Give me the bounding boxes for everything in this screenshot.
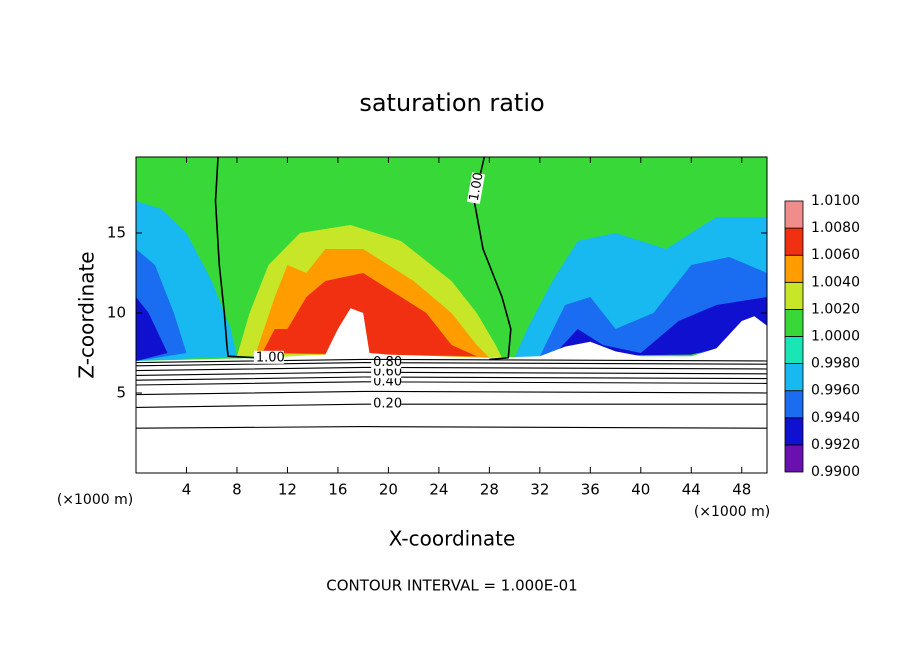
plot-frame <box>135 156 768 474</box>
colorbar-label: 1.0100 <box>811 193 860 209</box>
filled-region <box>552 297 767 357</box>
y-tick-label: 5 <box>116 384 126 402</box>
colorbar-swatch <box>784 281 804 310</box>
x-unit-label: (×1000 m) <box>694 504 770 520</box>
plot-area: 0.200.400.600.801.001.00 <box>136 157 767 473</box>
colorbar-swatch <box>784 227 804 256</box>
filled-region <box>136 297 168 361</box>
colorbar-swatch <box>784 363 804 392</box>
x-tick-label: 32 <box>530 481 549 499</box>
colorbar-label: 0.9920 <box>811 437 860 453</box>
x-axis-label: X-coordinate <box>389 527 516 551</box>
x-tick-label: 48 <box>732 481 751 499</box>
contour-line <box>136 358 767 364</box>
x-tick-label: 12 <box>278 481 297 499</box>
colorbar-label: 1.0000 <box>811 329 860 345</box>
contour-label: 0.80 <box>373 355 402 370</box>
y-axis-label: Z-coordinate <box>75 251 99 378</box>
colorbar-swatch <box>784 444 804 473</box>
x-tick-label: 4 <box>182 481 192 499</box>
y-unit-label: (×1000 m) <box>57 492 133 508</box>
x-tick-label: 8 <box>232 481 242 499</box>
colorbar-label: 1.0020 <box>811 301 860 317</box>
contour-label-bg <box>371 397 402 411</box>
contour-label-bg <box>371 355 402 369</box>
contour-label-bg <box>466 172 485 205</box>
colorbar-label: 0.9940 <box>811 410 860 426</box>
contour-line <box>136 381 767 386</box>
x-tick-label: 20 <box>379 481 398 499</box>
x-tick-label: 40 <box>631 481 650 499</box>
contour-line <box>136 366 767 372</box>
contour-line <box>214 157 275 359</box>
x-tick-label: 44 <box>682 481 701 499</box>
filled-region <box>262 273 477 357</box>
y-tick-label: 10 <box>107 304 126 322</box>
colorbar-swatch <box>784 254 804 283</box>
colorbar-swatch <box>784 200 804 229</box>
contour-line <box>136 403 767 408</box>
x-tick-label: 28 <box>480 481 499 499</box>
colorbar-label: 0.9960 <box>811 383 860 399</box>
footer-note: CONTOUR INTERVAL = 1.000E-01 <box>326 577 577 595</box>
contour-label: 1.00 <box>256 350 285 365</box>
colorbar-label: 1.0080 <box>811 220 860 236</box>
contour-line <box>136 426 767 429</box>
contour-line <box>136 376 767 381</box>
colorbar-label: 0.9980 <box>811 356 860 372</box>
colorbar-label: 1.0060 <box>811 247 860 263</box>
contour-label: 1.00 <box>467 171 487 202</box>
x-tick-label: 36 <box>581 481 600 499</box>
colorbar-swatch <box>784 336 804 365</box>
x-tick-label: 16 <box>328 481 347 499</box>
x-tick-label: 24 <box>429 481 448 499</box>
terrain-mask <box>136 308 767 473</box>
colorbar-swatch <box>784 390 804 419</box>
colorbar-swatch <box>784 308 804 337</box>
contour-line <box>136 371 767 376</box>
colorbar-swatch <box>784 417 804 446</box>
contour-line <box>136 362 767 367</box>
contour-label-bg <box>253 350 284 364</box>
contour-label: 0.20 <box>373 397 402 412</box>
colorbar-label: 0.9900 <box>811 464 860 480</box>
colorbar-label: 1.0040 <box>811 274 860 290</box>
contour-line <box>136 390 767 396</box>
chart-title: saturation ratio <box>359 89 544 117</box>
y-tick-label: 15 <box>107 224 126 242</box>
